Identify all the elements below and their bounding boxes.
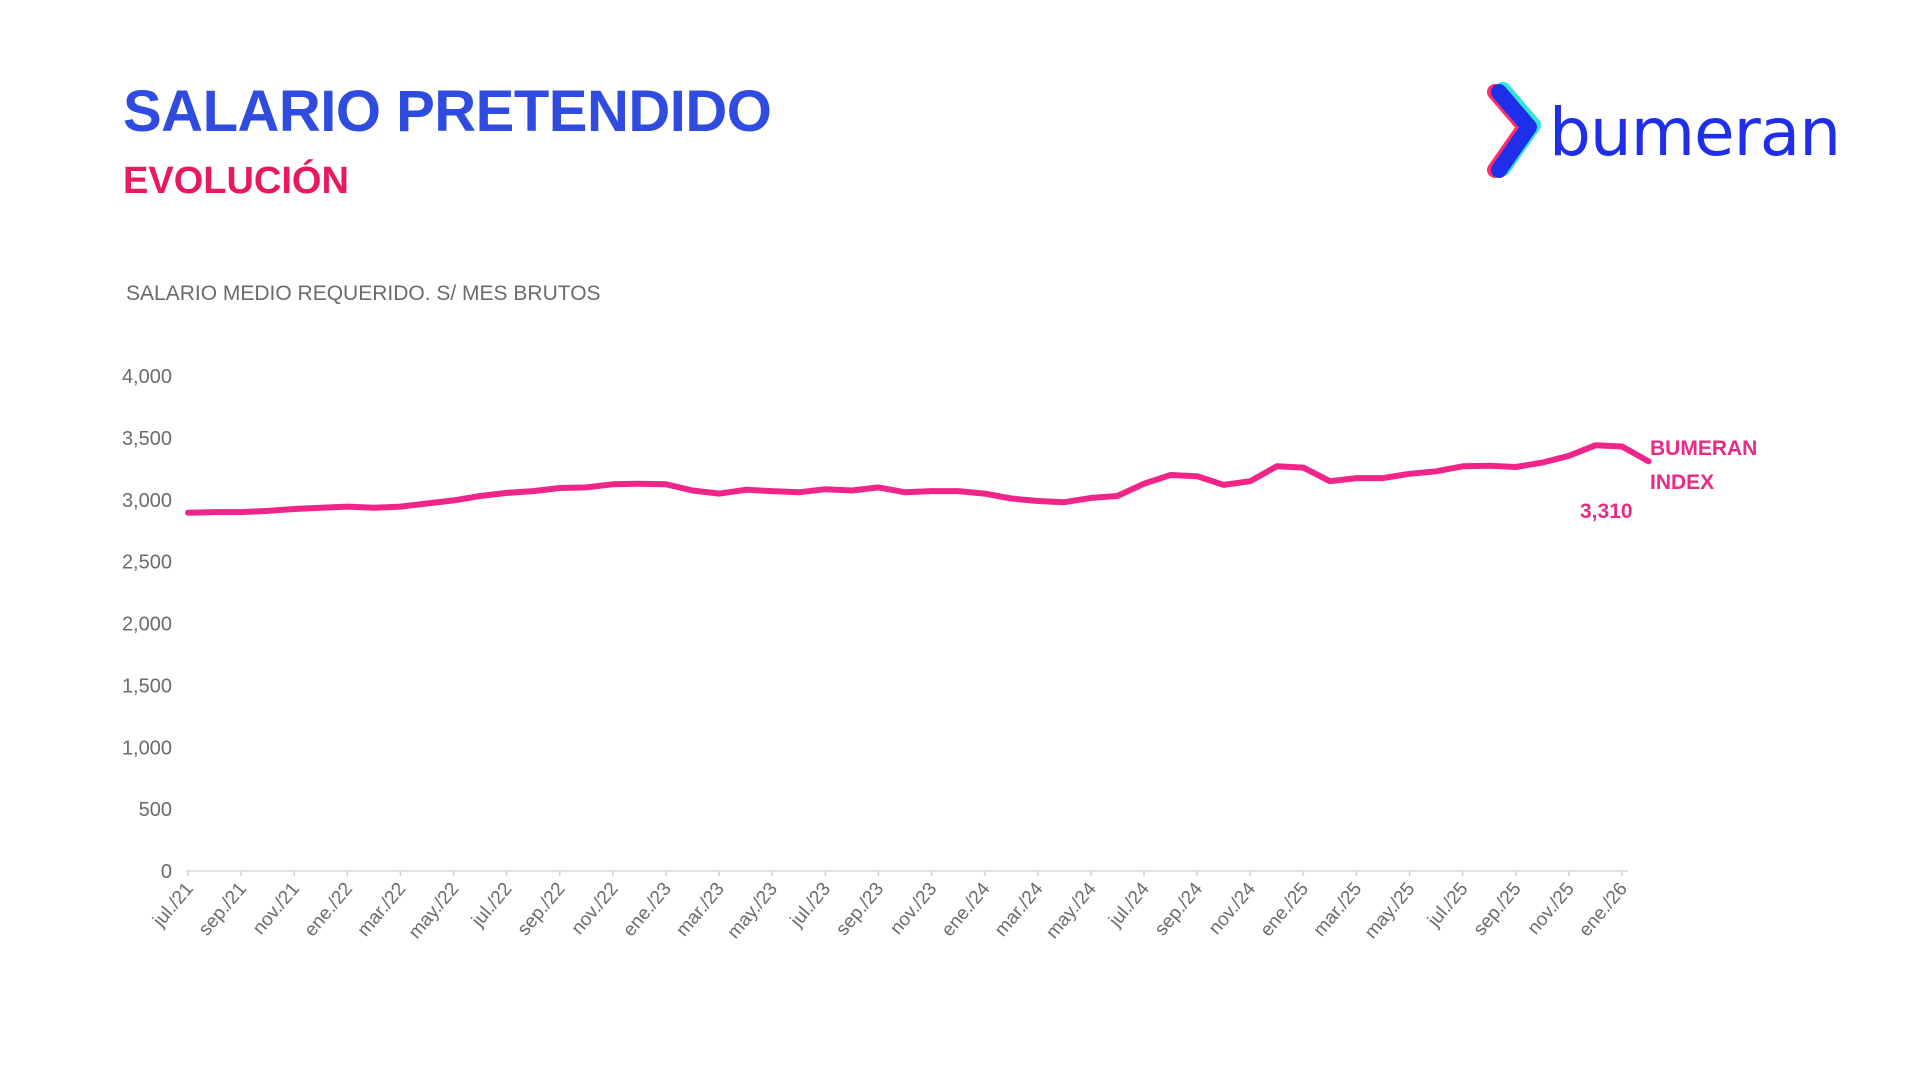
logo-text: bumeran: [1549, 93, 1841, 171]
x-tick-label: mar./24: [991, 878, 1048, 940]
x-tick-label: mar./22: [353, 879, 410, 941]
x-tick-label: may./22: [405, 879, 464, 943]
x-tick-label: may./24: [1042, 878, 1101, 943]
y-tick-label: 4,000: [122, 366, 172, 388]
x-tick-label: nov./24: [1205, 878, 1261, 938]
x-tick-label: nov./22: [567, 879, 622, 939]
chevron-logo-icon: [1487, 82, 1541, 178]
x-tick-label: nov./23: [886, 879, 941, 939]
x-tick-label: sep./24: [1151, 878, 1207, 940]
y-tick-label: 1,000: [122, 737, 172, 759]
series-line-bumeran-index: [185, 442, 1652, 516]
y-tick-label: 0: [161, 861, 172, 883]
x-tick-label: jul./23: [786, 879, 835, 932]
x-tick-label: sep./21: [195, 879, 251, 940]
x-tick-label: mar./23: [672, 879, 729, 941]
y-tick-label: 2,500: [122, 552, 172, 574]
x-tick-label: sep./25: [1469, 879, 1525, 940]
x-tick-label: may./23: [723, 879, 782, 943]
x-tick-label: jul./24: [1105, 878, 1155, 931]
x-tick-label: nov./21: [249, 879, 304, 939]
x-tick-label: sep./22: [513, 879, 569, 940]
x-tick-label: may./25: [1361, 879, 1420, 943]
series-label: BUMERAN INDEX: [1650, 432, 1757, 500]
x-tick-label: jul./21: [149, 879, 198, 932]
y-axis: 0 500 1,000 1,500 2,000 2,500 3,000 3,500 4,000: [122, 366, 172, 883]
x-tick-label: ene./22: [300, 879, 357, 941]
x-axis: jul./21sep./21nov./21ene./22mar./22may./…: [149, 870, 1632, 943]
x-tick-label: ene./26: [1575, 879, 1632, 941]
y-tick-label: 1,500: [122, 675, 172, 697]
x-tick-label: jul./22: [467, 879, 516, 932]
page-subtitle: EVOLUCIÓN: [123, 160, 349, 202]
y-tick-label: 3,000: [122, 490, 172, 512]
x-tick-label: ene./24: [938, 878, 995, 940]
y-tick-label: 500: [139, 799, 172, 821]
x-tick-label: sep./23: [832, 879, 888, 940]
y-tick-label: 3,500: [122, 428, 172, 450]
x-tick-label: mar./25: [1309, 879, 1366, 941]
last-value-label: 3,310: [1580, 500, 1633, 523]
y-tick-label: 2,000: [122, 614, 172, 636]
x-tick-label: ene./23: [619, 879, 676, 941]
chart-subtitle: SALARIO MEDIO REQUERIDO. S/ MES BRUTOS: [126, 282, 601, 305]
series-label-line2: INDEX: [1650, 471, 1715, 494]
bumeran-logo: bumeran: [1485, 82, 1841, 182]
x-tick-label: nov./25: [1523, 879, 1578, 939]
x-tick-label: ene./25: [1256, 879, 1313, 941]
page-title: SALARIO PRETENDIDO: [123, 79, 772, 144]
x-tick-label: jul./25: [1423, 879, 1472, 932]
series-label-line1: BUMERAN: [1650, 437, 1758, 460]
